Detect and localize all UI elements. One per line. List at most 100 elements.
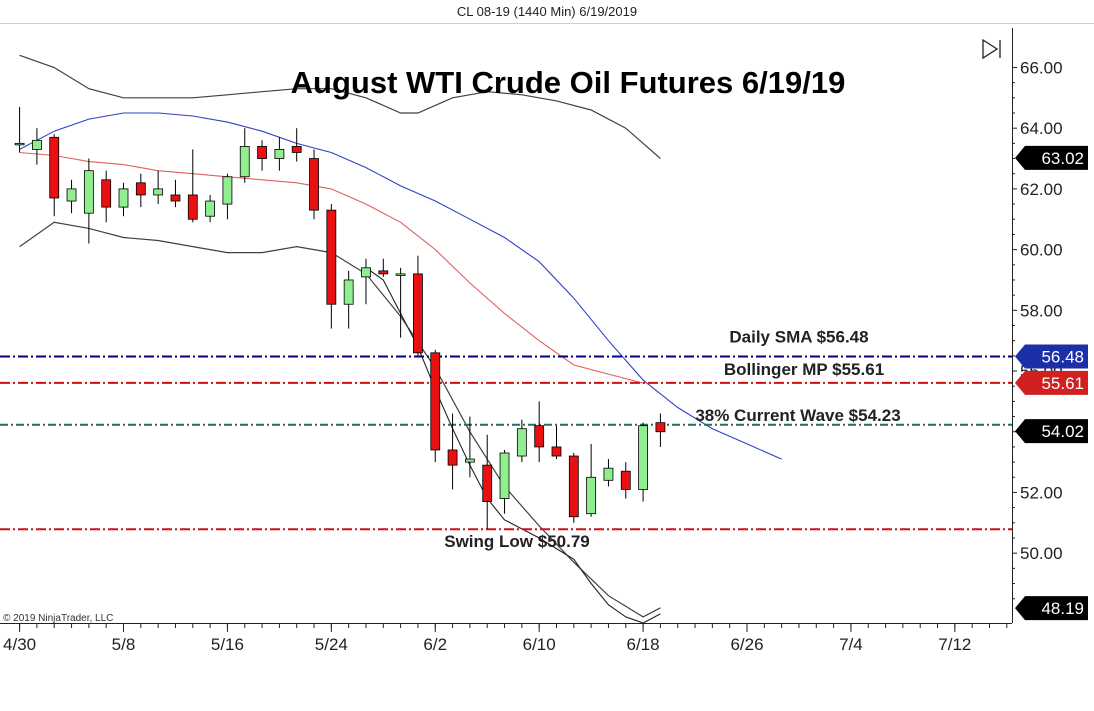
candle-8 <box>153 170 164 205</box>
candle-body <box>274 149 285 159</box>
candle-body <box>257 145 267 159</box>
fast-average-line <box>19 112 782 460</box>
y-tick-label: 66.00 <box>1020 58 1063 77</box>
candle-body <box>326 209 337 305</box>
level-annotations: Daily SMA $56.48 Bollinger MP $55.61 38% C… <box>444 327 900 551</box>
candle-body <box>309 158 319 211</box>
y-tick-label: 50.00 <box>1020 544 1063 563</box>
badge-shape <box>1015 344 1088 369</box>
candle-body <box>482 464 493 502</box>
scroll-to-end-icon[interactable] <box>982 38 1001 60</box>
candle-6 <box>118 182 129 217</box>
candle-1 <box>32 128 42 165</box>
candle-body <box>66 188 77 202</box>
y-tick-label: 62.00 <box>1020 180 1063 199</box>
candle-37 <box>655 413 666 447</box>
candle-body <box>568 455 579 518</box>
y-tick-label: 52.00 <box>1020 483 1063 502</box>
badge-shape <box>1015 145 1088 170</box>
candle-body <box>586 476 597 515</box>
candle-10 <box>187 149 198 223</box>
candle-9 <box>170 179 181 208</box>
level-label-0: Daily SMA $56.48 <box>729 327 868 346</box>
indicator-lines <box>19 54 782 624</box>
candle-body <box>464 458 475 463</box>
price-badge-48-19: 48.19 <box>1015 596 1088 621</box>
candle-body <box>534 425 545 448</box>
x-tick-label: 4/30 <box>3 635 36 654</box>
chart-title: August WTI Crude Oil Futures 6/19/19 <box>291 65 846 100</box>
badge-label: 54.02 <box>1041 422 1084 441</box>
candle-21 <box>378 258 389 277</box>
candle-body <box>291 145 302 153</box>
candle-32 <box>568 453 579 523</box>
upper-band-line <box>19 54 661 159</box>
candle-body <box>378 270 389 275</box>
candle-body <box>620 470 631 490</box>
candle-18 <box>326 204 337 329</box>
candle-3 <box>66 179 77 214</box>
x-tick-label: 5/16 <box>211 635 244 654</box>
candle-29 <box>516 419 527 463</box>
candle-body <box>516 428 527 457</box>
candle-17 <box>309 149 319 220</box>
candle-body <box>413 273 423 354</box>
candle-13 <box>239 128 250 183</box>
candle-body <box>83 170 94 214</box>
candle-7 <box>135 173 146 208</box>
candle-body <box>655 422 666 433</box>
y-tick-label: 60.00 <box>1020 241 1063 260</box>
badge-shape <box>1015 596 1088 621</box>
candle-26 <box>464 416 475 478</box>
badge-label: 48.19 <box>1041 599 1084 618</box>
level-label-3: Swing Low $50.79 <box>444 532 590 551</box>
candle-body <box>603 467 614 481</box>
candle-body <box>135 182 146 196</box>
price-badges: 63.02 56.48 55.61 54.02 48.19 <box>1015 145 1088 621</box>
candle-body <box>101 179 112 208</box>
lower-band-line <box>19 221 661 618</box>
price-badge-55-61: 55.61 <box>1015 370 1088 395</box>
candle-body <box>14 142 25 146</box>
candle-19 <box>343 270 354 329</box>
level-label-2: 38% Current Wave $54.23 <box>695 406 900 425</box>
candle-36 <box>638 422 648 502</box>
candle-body <box>153 188 164 196</box>
x-tick-label: 6/2 <box>423 635 447 654</box>
candle-body <box>551 446 562 457</box>
candle-body <box>395 273 406 276</box>
candle-body <box>187 194 198 220</box>
price-badge-54-02: 54.02 <box>1015 419 1088 444</box>
candle-body <box>638 425 648 490</box>
candle-body <box>49 136 60 199</box>
candle-15 <box>274 137 285 171</box>
candle-28 <box>499 449 510 514</box>
candle-22 <box>395 267 406 338</box>
candle-34 <box>603 459 614 487</box>
candle-body <box>447 449 458 466</box>
level-label-1: Bollinger MP $55.61 <box>724 360 884 379</box>
candle-30 <box>534 401 545 463</box>
price-badge-56-48: 56.48 <box>1015 344 1088 369</box>
candle-body <box>205 200 216 217</box>
candle-20 <box>361 258 371 305</box>
candle-14 <box>257 140 267 171</box>
x-tick-label: 6/26 <box>730 635 763 654</box>
candle-31 <box>551 425 562 460</box>
candle-11 <box>205 194 216 223</box>
candle-33 <box>586 443 597 517</box>
candle-23 <box>413 255 423 356</box>
price-badge-63-02: 63.02 <box>1015 145 1088 170</box>
badge-shape <box>1015 419 1088 444</box>
badge-shape <box>1015 370 1088 395</box>
y-axis: 66.0064.0062.0060.0058.0056.0054.0052.00… <box>1012 58 1063 600</box>
candle-4 <box>83 158 94 244</box>
candle-5 <box>101 170 112 223</box>
candle-body <box>499 452 510 499</box>
x-tick-label: 7/12 <box>938 635 971 654</box>
middle-band-line <box>19 151 644 384</box>
candle-27 <box>482 434 493 529</box>
lower-trend-line <box>365 267 661 624</box>
candle-body <box>170 194 181 202</box>
